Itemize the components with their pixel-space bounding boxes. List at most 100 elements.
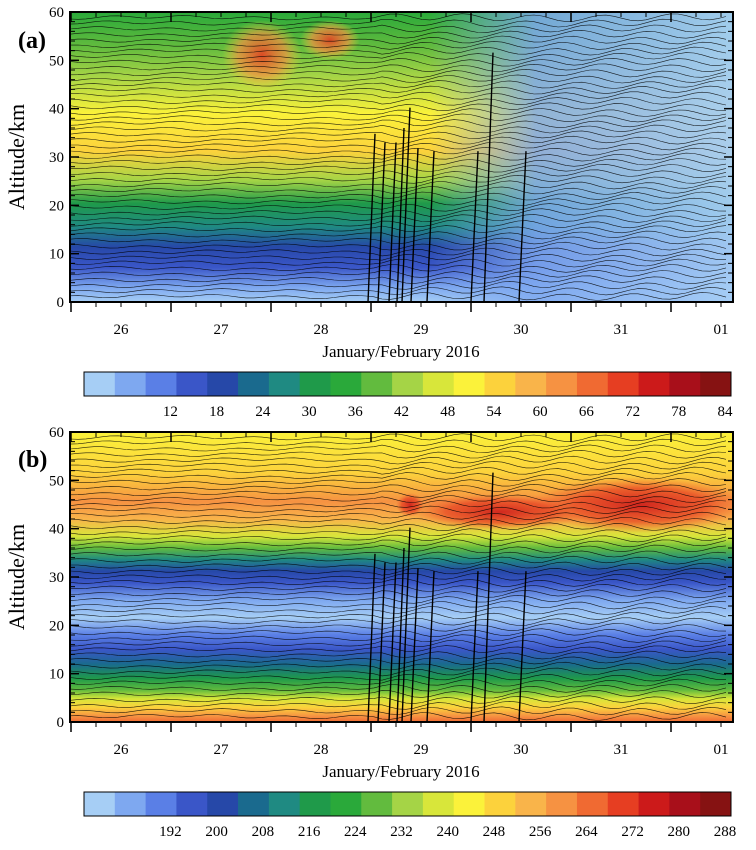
colorbar-swatch bbox=[330, 792, 362, 816]
track-line bbox=[367, 553, 376, 722]
contour-line bbox=[70, 539, 727, 548]
contour-line bbox=[70, 158, 727, 167]
colorbar-label: 30 bbox=[302, 404, 317, 420]
x-tick-label: 26 bbox=[114, 322, 130, 338]
contour-line bbox=[70, 214, 727, 223]
colorbar-label: 200 bbox=[205, 824, 228, 840]
colorbar-swatch bbox=[114, 372, 147, 396]
colorbar-swatch bbox=[546, 372, 578, 396]
colorbar-label: 18 bbox=[209, 404, 224, 420]
colorbar-swatch bbox=[145, 372, 177, 396]
colorbar-label: 66 bbox=[579, 404, 595, 420]
y-tick-label: 60 bbox=[49, 5, 64, 21]
contour-line bbox=[70, 578, 727, 587]
colorbar-label: 84 bbox=[718, 404, 734, 420]
panel-a: 0 10 20 30 40 50 60 26 27 28 29 30 31 01 (a) Altitude… bbox=[4, 5, 734, 420]
track-line bbox=[426, 151, 435, 302]
colorbar-label: 54 bbox=[486, 404, 502, 420]
contour-line bbox=[70, 589, 727, 599]
contour-line bbox=[70, 57, 727, 67]
colorbar-label: 36 bbox=[348, 404, 364, 420]
contour-line bbox=[70, 433, 727, 442]
contour-line bbox=[70, 667, 727, 677]
colorbar-swatch bbox=[268, 372, 301, 396]
contour-line bbox=[70, 41, 727, 50]
contour-line bbox=[70, 163, 727, 173]
contour-line bbox=[70, 108, 727, 117]
track-line bbox=[518, 151, 527, 302]
colorbar-swatch bbox=[669, 792, 701, 816]
contour-line bbox=[70, 292, 727, 301]
y-tick-label: 50 bbox=[49, 53, 64, 69]
contour-line bbox=[70, 483, 727, 493]
track-line bbox=[483, 472, 494, 722]
track-line bbox=[367, 133, 376, 302]
y-tick-label: 30 bbox=[49, 150, 64, 166]
x-tick-label: 28 bbox=[314, 322, 329, 338]
track-line bbox=[410, 148, 419, 302]
colorbar-frame bbox=[83, 371, 732, 397]
contour-line bbox=[70, 97, 727, 106]
colorbar-swatch bbox=[84, 792, 116, 816]
colorbar-swatch bbox=[453, 792, 485, 816]
contour-line bbox=[70, 628, 727, 638]
y-tick-label: 30 bbox=[49, 570, 64, 586]
colorbar-label: 72 bbox=[625, 404, 640, 420]
contour-line bbox=[70, 472, 727, 481]
contour-line bbox=[70, 634, 727, 643]
contour-line bbox=[70, 500, 727, 509]
contour-line bbox=[70, 186, 727, 195]
track-line bbox=[396, 127, 405, 302]
contour-line bbox=[70, 124, 727, 134]
contour-line bbox=[70, 461, 727, 470]
contour-line bbox=[70, 566, 727, 576]
contour-line bbox=[70, 600, 727, 610]
colorbar-label: 208 bbox=[252, 824, 275, 840]
contour-line bbox=[70, 236, 727, 245]
contour-line bbox=[70, 528, 727, 537]
contour-line bbox=[70, 29, 727, 39]
colorbar-swatch bbox=[207, 372, 239, 396]
contour-line bbox=[70, 169, 727, 179]
colorbar-label: 216 bbox=[298, 824, 321, 840]
colorbar-swatch bbox=[176, 792, 208, 816]
colorbar-swatch bbox=[484, 372, 516, 396]
contour-line bbox=[70, 617, 727, 626]
x-tick-label: 29 bbox=[414, 322, 429, 338]
contour-line bbox=[70, 656, 727, 665]
y-tick-label: 40 bbox=[49, 522, 64, 538]
contour-line bbox=[70, 63, 727, 73]
x-tick-label: 31 bbox=[614, 322, 629, 338]
contour-line bbox=[70, 594, 727, 604]
panel-a-xlabel: January/February 2016 bbox=[322, 342, 479, 361]
track-line bbox=[470, 571, 479, 722]
colorbar-swatch bbox=[299, 792, 331, 816]
contour-line bbox=[70, 678, 727, 688]
contour-line bbox=[70, 466, 727, 476]
contour-line bbox=[70, 46, 727, 56]
colorbar-label: 12 bbox=[163, 404, 178, 420]
colorbar-swatch bbox=[515, 372, 547, 396]
colorbar-swatch bbox=[700, 372, 732, 396]
contour-line bbox=[70, 623, 727, 632]
colorbar-label: 60 bbox=[533, 404, 548, 420]
colorbar-swatch bbox=[515, 792, 547, 816]
colorbar-swatch bbox=[268, 792, 301, 816]
x-tick-label: 28 bbox=[314, 742, 329, 758]
colorbar-label: 48 bbox=[440, 404, 455, 420]
contour-line bbox=[70, 102, 727, 112]
contour-line bbox=[70, 606, 727, 615]
colorbar-label: 78 bbox=[671, 404, 686, 420]
y-tick-label: 10 bbox=[49, 247, 64, 263]
contour-line bbox=[70, 533, 727, 543]
contour-line bbox=[70, 645, 727, 654]
colorbar-swatch bbox=[145, 792, 177, 816]
contour-line bbox=[70, 444, 727, 454]
colorbar-swatch bbox=[392, 372, 424, 396]
y-tick-label: 0 bbox=[57, 295, 65, 311]
contour-line bbox=[70, 52, 727, 61]
colorbar-swatch bbox=[361, 792, 393, 816]
colorbar-swatch bbox=[392, 792, 424, 816]
panel-a-label: (a) bbox=[18, 28, 46, 54]
contour-line bbox=[70, 650, 727, 660]
